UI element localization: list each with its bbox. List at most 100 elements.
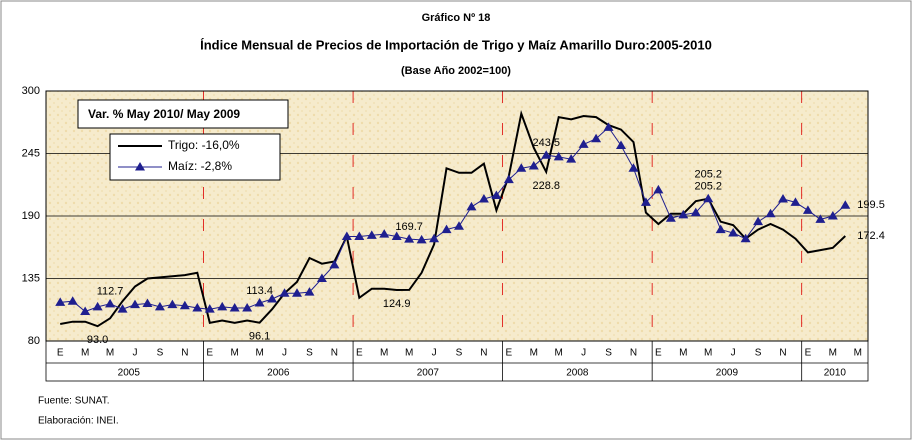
y-tick-label: 245	[22, 147, 40, 159]
data-label: 228.8	[532, 180, 560, 192]
data-label: 93.0	[87, 334, 108, 346]
legend-marker	[135, 162, 145, 171]
point	[715, 224, 726, 234]
point	[578, 139, 589, 148]
point	[92, 301, 103, 311]
data-label: 96.1	[249, 331, 270, 343]
x-tick-label: E	[356, 348, 363, 359]
x-tick-label: N	[480, 348, 487, 359]
x-tick-label: E	[805, 348, 812, 359]
point	[354, 231, 365, 240]
point	[142, 298, 153, 307]
chart-note: (Base Año 2002=100)	[401, 65, 511, 77]
point	[441, 224, 452, 234]
line-series	[60, 126, 846, 313]
year-label: 2009	[716, 368, 739, 379]
point	[67, 296, 78, 305]
point	[541, 150, 552, 159]
x-tick-label: M	[405, 348, 413, 359]
point	[204, 304, 215, 313]
point	[753, 216, 764, 226]
point	[80, 306, 91, 315]
x-tick-label: E	[506, 348, 513, 359]
point	[778, 193, 788, 203]
point	[379, 229, 390, 238]
point	[491, 190, 502, 200]
point	[690, 207, 701, 217]
point	[279, 288, 290, 297]
point	[404, 234, 415, 243]
x-tick-label: N	[181, 348, 188, 359]
point	[802, 205, 813, 214]
legend-title: Var. % May 2010/ May 2009	[88, 107, 240, 121]
x-tick-label: M	[829, 348, 837, 359]
point	[391, 231, 402, 240]
point	[528, 161, 539, 170]
footnote: Fuente: SUNAT.	[38, 396, 110, 407]
point	[304, 287, 315, 296]
x-tick-label: J	[731, 348, 736, 359]
x-tick-label: M	[854, 348, 862, 359]
footnote: Elaboración: INEI.	[38, 416, 119, 427]
data-label: 199.5	[857, 199, 885, 211]
point	[154, 301, 165, 311]
point	[229, 303, 240, 312]
point	[628, 163, 639, 172]
x-tick-label: J	[432, 348, 437, 359]
point	[740, 233, 751, 243]
point	[130, 299, 140, 309]
point	[267, 293, 278, 303]
point	[591, 133, 602, 143]
data-label: 169.7	[395, 221, 423, 233]
y-tick-label: 80	[28, 335, 40, 347]
data-label: 113.4	[246, 285, 273, 297]
x-tick-label: N	[779, 348, 786, 359]
point	[117, 304, 128, 313]
x-tick-label: M	[704, 348, 712, 359]
x-tick-label: E	[57, 348, 64, 359]
x-tick-label: M	[679, 348, 687, 359]
x-tick-label: S	[456, 348, 463, 359]
point	[254, 298, 265, 307]
point	[503, 174, 514, 184]
point	[329, 259, 340, 269]
x-tick-label: M	[530, 348, 538, 359]
point	[366, 230, 377, 239]
year-label: 2006	[267, 368, 290, 379]
point	[728, 228, 739, 237]
point	[815, 214, 826, 223]
point	[466, 201, 477, 211]
line-series	[60, 110, 846, 328]
x-tick-label: S	[157, 348, 164, 359]
point	[703, 193, 714, 203]
point	[566, 154, 577, 163]
y-tick-label: 190	[22, 210, 40, 222]
x-tick-label: E	[655, 348, 662, 359]
data-label: 243.5	[532, 137, 560, 149]
point	[192, 303, 203, 312]
x-tick-label: S	[605, 348, 612, 359]
year-label: 2005	[118, 368, 141, 379]
point	[217, 301, 228, 311]
point	[429, 233, 440, 243]
point	[640, 197, 651, 206]
point	[454, 221, 464, 230]
point	[341, 231, 352, 240]
point	[292, 288, 302, 297]
x-tick-label: N	[331, 348, 338, 359]
x-tick-label: M	[231, 348, 239, 359]
x-tick-label: M	[555, 348, 563, 359]
point	[316, 273, 327, 282]
legend-label: Maíz: -2,8%	[168, 159, 232, 173]
x-tick-label: S	[755, 348, 762, 359]
year-label: 2010	[824, 368, 847, 379]
data-label: 172.4	[857, 230, 885, 242]
legend-label: Trigo: -16,0%	[168, 138, 240, 152]
data-label: 124.9	[383, 298, 411, 310]
point	[553, 151, 564, 161]
x-tick-label: N	[630, 348, 637, 359]
legend-title-box	[77, 99, 289, 129]
point	[790, 197, 801, 206]
point	[516, 163, 527, 172]
